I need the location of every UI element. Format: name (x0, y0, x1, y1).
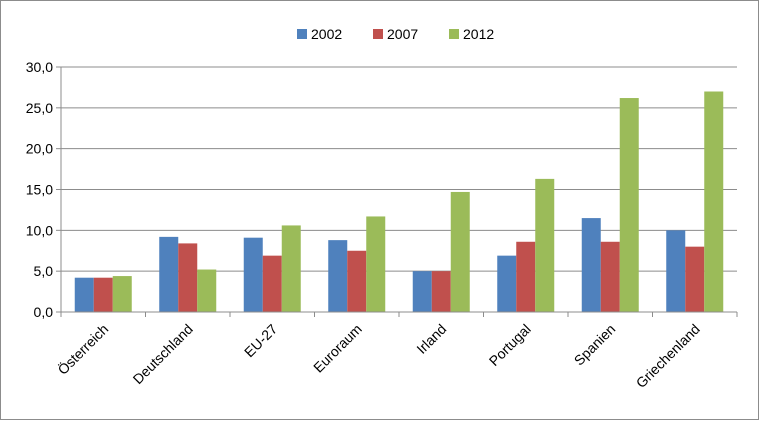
bar-2012 (366, 216, 386, 312)
bar-2012 (535, 178, 555, 312)
bar-2007 (178, 243, 198, 312)
x-category-label: Portugal (486, 321, 534, 369)
y-tick-label: 20,0 (26, 141, 53, 157)
x-axis-categories: Österreich Deutschland EU-27 Euroraum Irland… (54, 320, 703, 391)
bars (74, 91, 724, 313)
bar-2007 (93, 277, 113, 312)
bar-2007 (685, 246, 705, 312)
bar-2002 (74, 277, 94, 312)
bar-2007 (516, 241, 536, 312)
y-tick-label: 10,0 (26, 222, 53, 238)
x-category-label: EU-27 (241, 321, 281, 361)
bar-2002 (243, 237, 263, 312)
bar-2002 (328, 240, 348, 312)
legend-label: 2007 (387, 26, 418, 42)
legend-label: 2012 (463, 26, 494, 42)
bar-2012 (281, 225, 301, 312)
bar-2007 (600, 241, 620, 312)
bar-2002 (497, 255, 517, 312)
bar-2012 (197, 269, 217, 312)
bar-2002 (666, 230, 686, 312)
x-category-label: Spanien (571, 321, 619, 369)
bar-2002 (412, 271, 432, 312)
bar-2002 (581, 218, 601, 312)
legend-swatch (373, 29, 383, 39)
y-tick-label: 0,0 (34, 304, 54, 320)
x-category-label: Deutschland (130, 321, 196, 387)
y-tick-label: 5,0 (34, 263, 54, 279)
y-tick-label: 15,0 (26, 182, 53, 198)
bar-2007 (262, 255, 282, 312)
y-tick-label: 30,0 (26, 59, 53, 75)
bar-2012 (112, 276, 132, 312)
bar-2007 (347, 250, 367, 312)
bar-2012 (619, 98, 639, 313)
legend-label: 2002 (311, 26, 342, 42)
legend-swatch (297, 29, 307, 39)
x-category-label: Euroraum (310, 321, 365, 376)
x-category-label: Griechenland (633, 321, 703, 391)
bar-2002 (159, 236, 179, 312)
legend: 2002 2007 2012 (297, 26, 494, 42)
legend-swatch (449, 29, 459, 39)
x-category-label: Irland (413, 321, 449, 357)
y-tick-label: 25,0 (26, 100, 53, 116)
bar-2007 (431, 271, 451, 312)
x-category-label: Österreich (54, 320, 112, 378)
bar-2012 (450, 191, 470, 312)
bar-2012 (704, 91, 724, 312)
y-axis-ticks: 0,0 5,0 10,0 15,0 20,0 25,0 30,0 (26, 59, 61, 320)
